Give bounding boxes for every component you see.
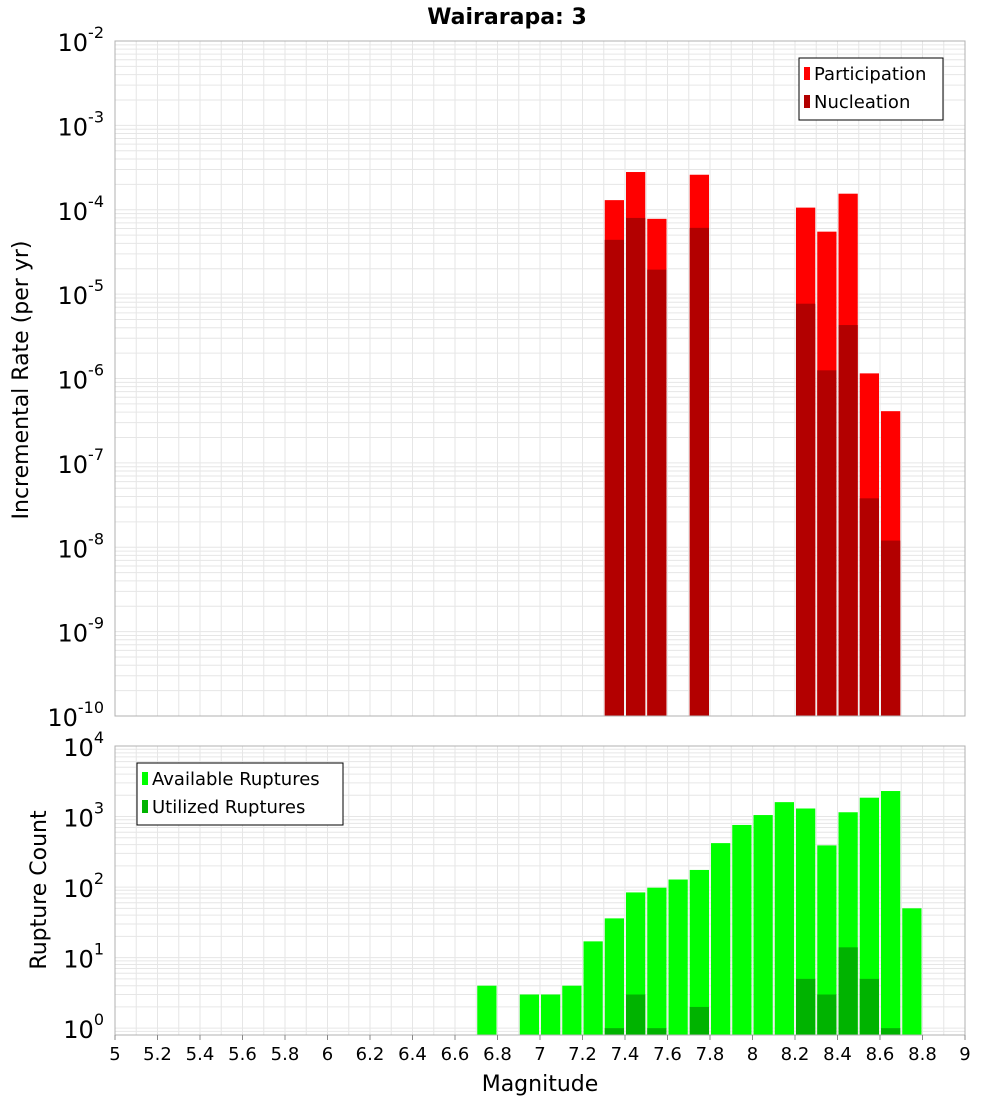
y-tick-label: 10-4	[58, 192, 105, 226]
series-nucleation	[604, 217, 901, 716]
bar	[902, 908, 922, 1035]
y-tick-label: 102	[63, 869, 104, 903]
series-utilized-ruptures	[604, 947, 901, 1035]
x-tick-label: 5.8	[271, 1044, 300, 1065]
legend-swatch	[804, 95, 810, 108]
chart-title: Wairarapa: 3	[427, 5, 587, 30]
legend: Available Ruptures Utilized Ruptures	[136, 762, 344, 826]
x-axis: 5 5.2 5.4 5.6 5.8 6 6.2 6.4 6.6 6.8 7 7.2 7.4 7.6 7.8 8…	[109, 1035, 971, 1065]
bar	[859, 498, 879, 716]
x-tick-label: 8.6	[866, 1044, 895, 1065]
bar	[668, 879, 688, 1035]
bar	[838, 325, 858, 716]
bar	[838, 947, 858, 1035]
x-tick-label: 5.6	[228, 1044, 257, 1065]
y-tick-label: 100	[63, 1010, 104, 1044]
legend-swatch	[142, 772, 148, 785]
x-tick-label: 9	[959, 1044, 970, 1065]
y-tick-label: 10-5	[58, 276, 105, 310]
y-tick-label: 103	[63, 799, 104, 833]
bar	[626, 217, 646, 716]
bar	[541, 994, 561, 1035]
x-tick-label: 7	[534, 1044, 545, 1065]
x-tick-label: 7.8	[696, 1044, 725, 1065]
x-tick-label: 8	[747, 1044, 758, 1065]
bar	[881, 791, 901, 1035]
bar	[859, 978, 879, 1035]
bar	[817, 994, 837, 1035]
bar	[626, 994, 646, 1035]
bar	[604, 239, 624, 716]
bar	[647, 1028, 667, 1035]
x-tick-label: 7.4	[611, 1044, 640, 1065]
x-tick-label: 8.4	[823, 1044, 852, 1065]
x-tick-label: 5.4	[186, 1044, 215, 1065]
legend-swatch	[142, 800, 148, 813]
bar	[796, 303, 816, 716]
bar	[881, 540, 901, 716]
legend-box	[798, 57, 944, 121]
legend-label: Participation	[814, 64, 926, 85]
bar	[711, 843, 731, 1035]
bottom-y-axis-label: Rupture Count	[27, 810, 52, 970]
rate-panel: 10-10 10-9 10-8 10-7 10-6 10-5 10-4 10-3 10-2 Par…	[47, 23, 966, 732]
legend: Participation Nucleation	[798, 57, 944, 121]
x-tick-label: 6.6	[441, 1044, 470, 1065]
bar	[689, 1006, 709, 1035]
bar	[817, 370, 837, 716]
y-tick-label: 10-2	[58, 23, 105, 57]
legend-box	[136, 762, 344, 826]
y-tick-label: 10-9	[58, 614, 105, 648]
y-tick-label: 10-10	[47, 698, 104, 732]
bar	[753, 815, 773, 1035]
y-tick-label: 101	[63, 940, 104, 974]
legend-label: Available Ruptures	[152, 769, 320, 790]
bar	[689, 869, 709, 1035]
bar	[647, 269, 667, 716]
x-tick-label: 7.2	[568, 1044, 597, 1065]
bar	[477, 985, 497, 1035]
x-tick-label: 6.4	[398, 1044, 427, 1065]
x-axis-label: Magnitude	[482, 1072, 599, 1097]
bar	[817, 845, 837, 1035]
bar	[604, 918, 624, 1035]
bar	[562, 985, 582, 1035]
bar	[881, 1028, 901, 1035]
legend-swatch	[804, 67, 810, 80]
y-tick-label: 10-6	[58, 361, 105, 395]
y-tick-label: 10-8	[58, 529, 105, 563]
bar	[689, 227, 709, 716]
legend-label: Nucleation	[814, 92, 910, 113]
x-tick-label: 5.2	[143, 1044, 172, 1065]
y-tick-label: 10-3	[58, 107, 105, 141]
grid	[114, 40, 966, 717]
bar	[583, 941, 603, 1035]
y-tick-label: 104	[63, 728, 104, 762]
bar	[647, 887, 667, 1035]
x-tick-label: 8.2	[781, 1044, 810, 1065]
x-tick-label: 7.6	[653, 1044, 682, 1065]
bar	[732, 824, 752, 1035]
bar	[796, 808, 816, 1035]
bar	[859, 797, 879, 1035]
x-tick-label: 8.8	[908, 1044, 937, 1065]
x-tick-label: 6.8	[483, 1044, 512, 1065]
bar	[796, 978, 816, 1035]
count-panel: 100 101 102 103 104 Available Ruptures Utilize…	[63, 728, 966, 1044]
top-y-axis-label: Incremental Rate (per yr)	[9, 241, 34, 520]
bar	[604, 1028, 624, 1035]
bar	[774, 802, 794, 1035]
plot-frame	[114, 40, 966, 717]
x-tick-label: 5	[109, 1044, 120, 1065]
y-tick-label: 10-7	[58, 445, 105, 479]
x-tick-label: 6.2	[356, 1044, 385, 1065]
bar	[519, 994, 539, 1035]
legend-label: Utilized Ruptures	[152, 797, 305, 818]
x-tick-label: 6	[322, 1044, 333, 1065]
